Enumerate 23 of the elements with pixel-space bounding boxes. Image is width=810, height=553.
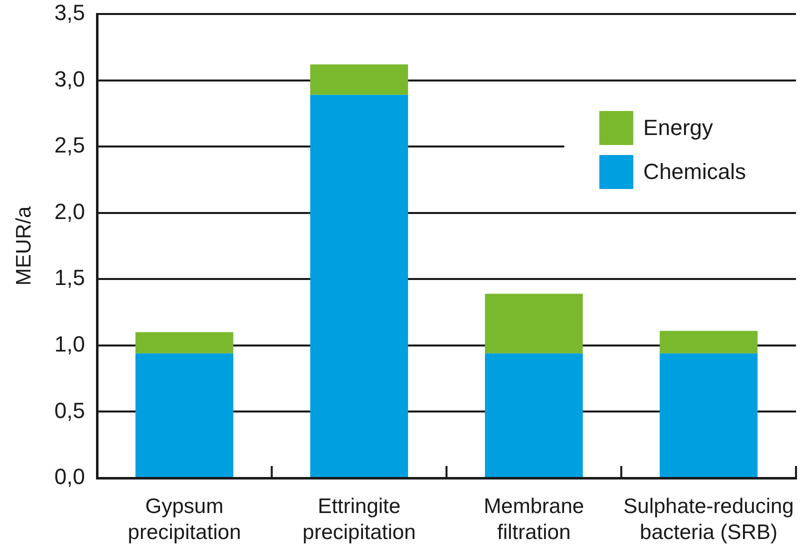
y-axis-title: MEUR/a — [12, 206, 36, 286]
bar — [310, 64, 408, 95]
bar — [135, 332, 234, 354]
x-tick-label: Ettringite precipitation — [302, 494, 416, 544]
legend-label: Chemicals — [643, 159, 746, 184]
y-tick-label: 3,0 — [54, 66, 85, 92]
bar — [484, 353, 583, 477]
legend-label: Energy — [643, 115, 714, 140]
x-tick-label: Gypsum precipitation — [128, 494, 241, 544]
bar — [660, 330, 758, 354]
y-tick-label: 1,0 — [54, 331, 85, 356]
y-tick-label: 0,5 — [54, 398, 85, 423]
y-tick-label: 2,0 — [54, 198, 85, 224]
y-tick-label: 2,5 — [54, 132, 85, 158]
y-tick-label: 0,0 — [54, 464, 85, 490]
y-tick-label: 1,5 — [54, 265, 85, 290]
x-tick-label: Membrane filtration — [484, 494, 584, 544]
x-tick-label: Sulphate-reducing bacteria (SRB) — [623, 494, 794, 544]
bar — [660, 353, 758, 477]
y-tick-label: 3,5 — [54, 0, 85, 26]
bar — [135, 353, 234, 477]
bar — [310, 94, 408, 477]
bar — [484, 294, 583, 354]
